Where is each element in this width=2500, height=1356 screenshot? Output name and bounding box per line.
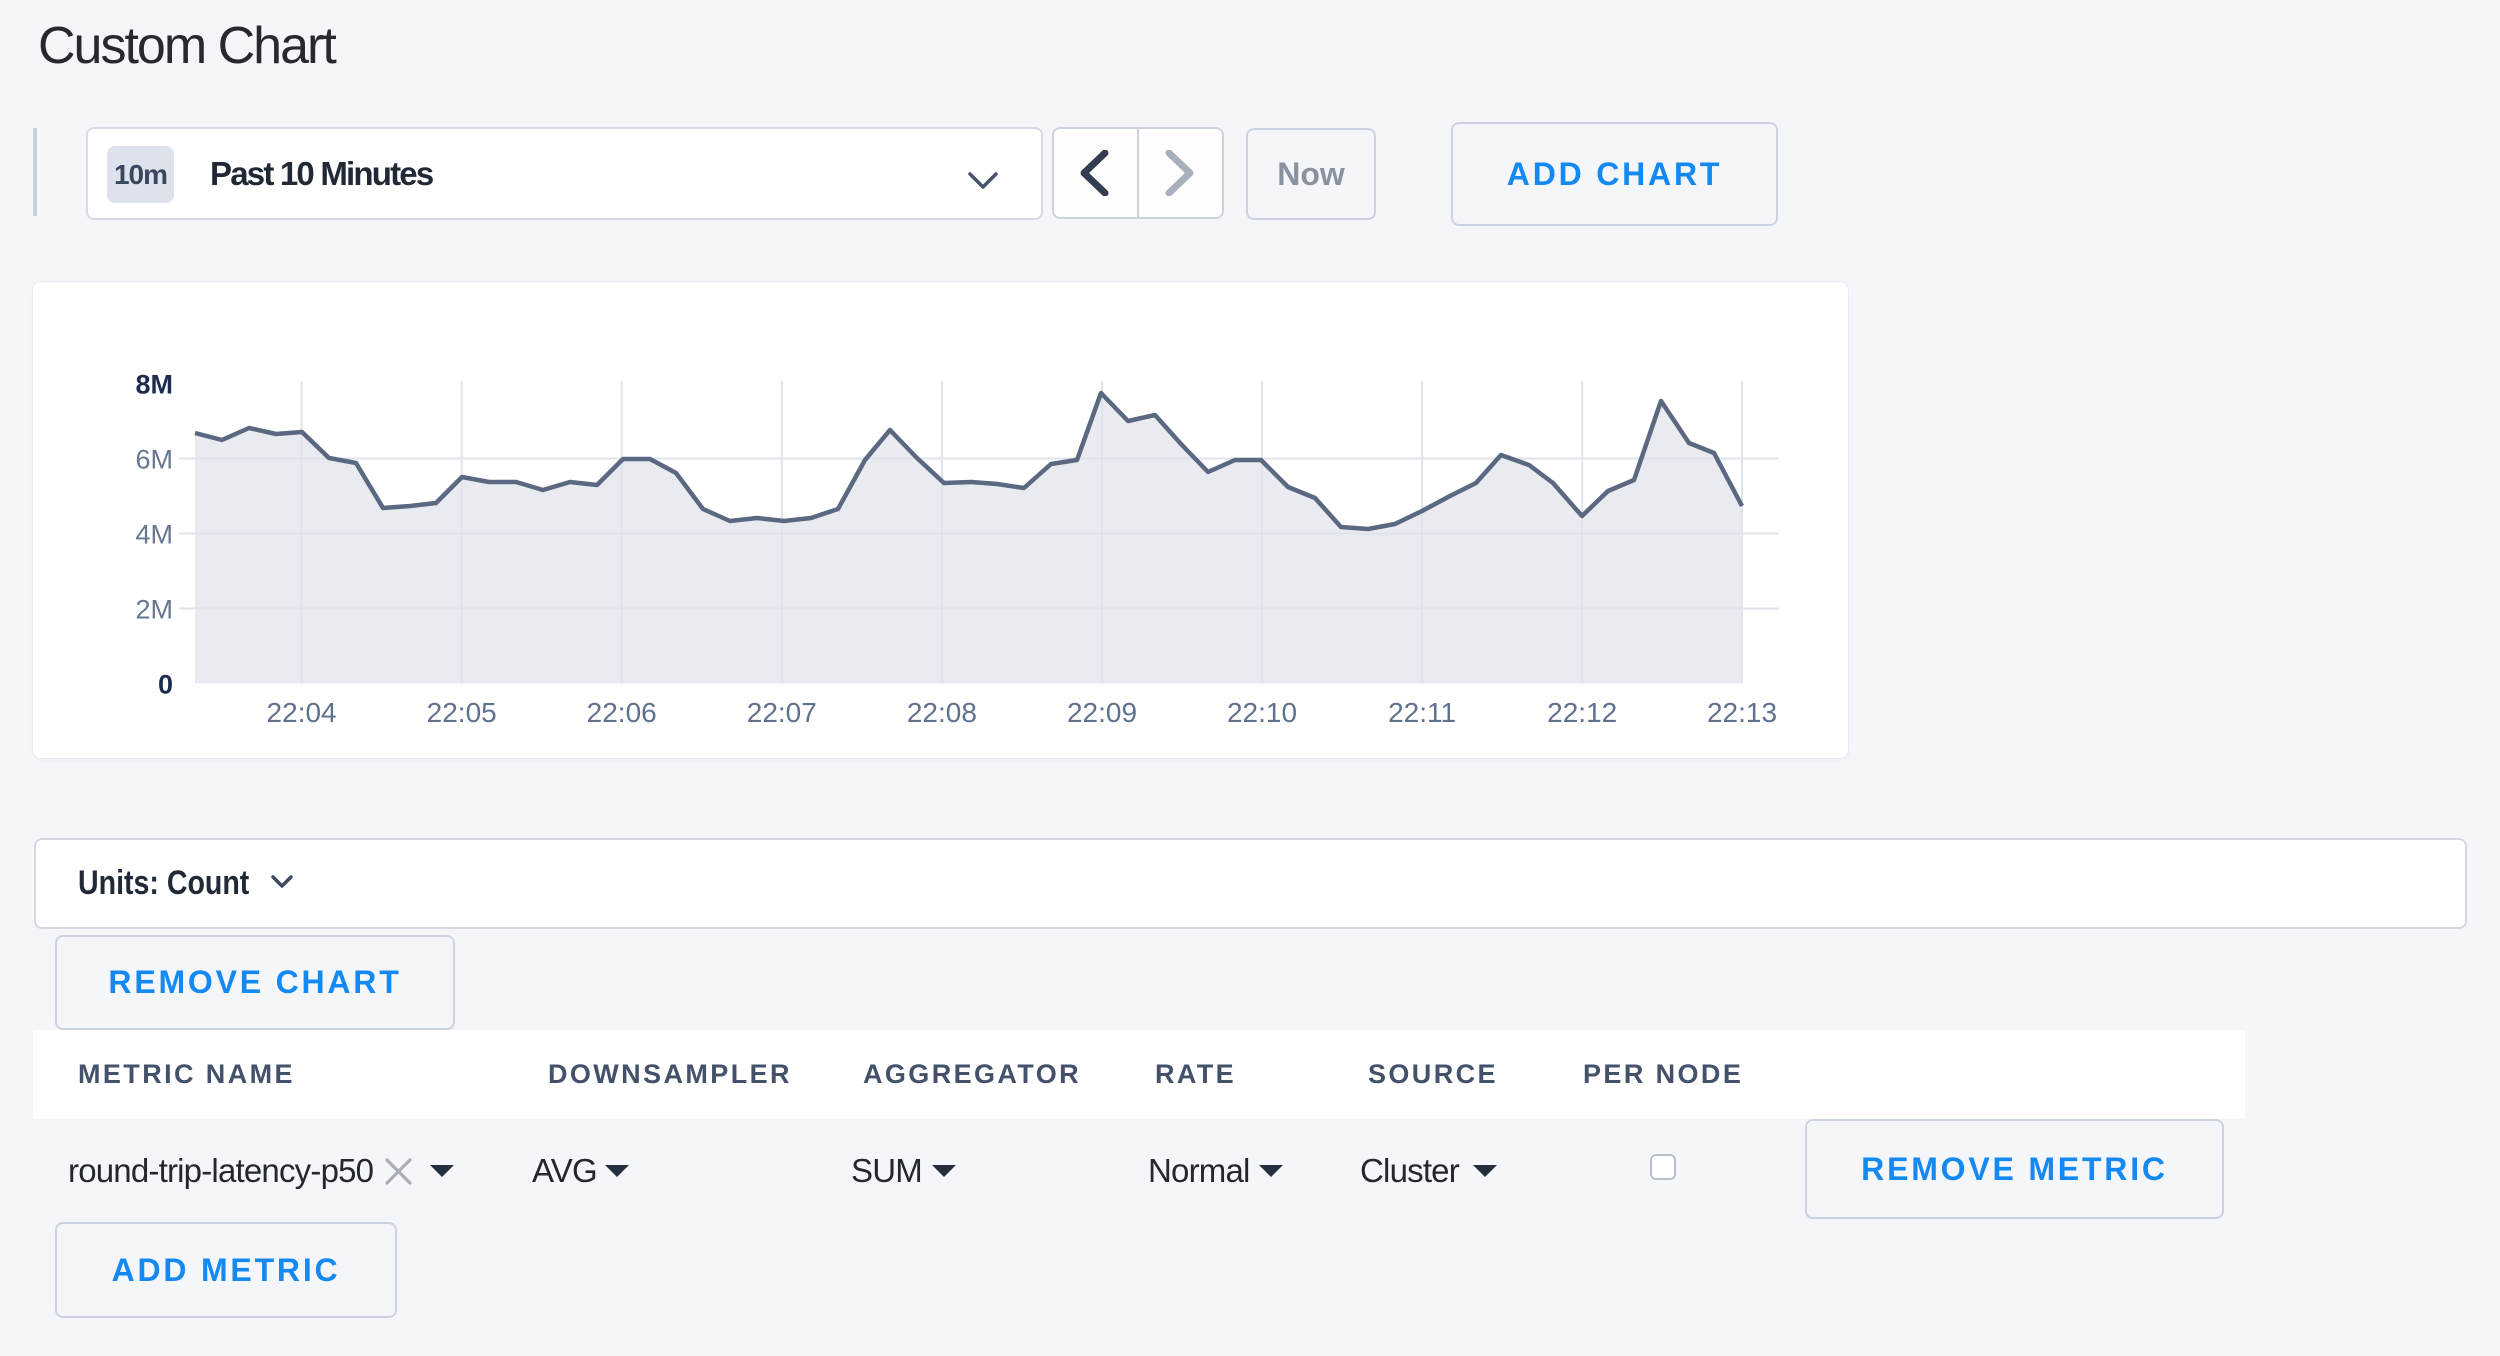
svg-text:0: 0 [158, 670, 173, 700]
svg-text:22:07: 22:07 [747, 697, 817, 728]
svg-text:6M: 6M [135, 445, 173, 475]
svg-text:4M: 4M [135, 520, 173, 550]
svg-text:8M: 8M [135, 370, 173, 400]
svg-text:22:04: 22:04 [267, 697, 337, 728]
svg-text:22:08: 22:08 [907, 697, 977, 728]
svg-text:22:10: 22:10 [1227, 697, 1297, 728]
svg-text:22:11: 22:11 [1388, 697, 1456, 728]
svg-text:22:12: 22:12 [1547, 697, 1617, 728]
svg-text:2M: 2M [135, 595, 173, 625]
svg-text:22:06: 22:06 [587, 697, 657, 728]
svg-text:22:13: 22:13 [1707, 697, 1777, 728]
svg-text:22:05: 22:05 [427, 697, 497, 728]
svg-text:22:09: 22:09 [1067, 697, 1137, 728]
